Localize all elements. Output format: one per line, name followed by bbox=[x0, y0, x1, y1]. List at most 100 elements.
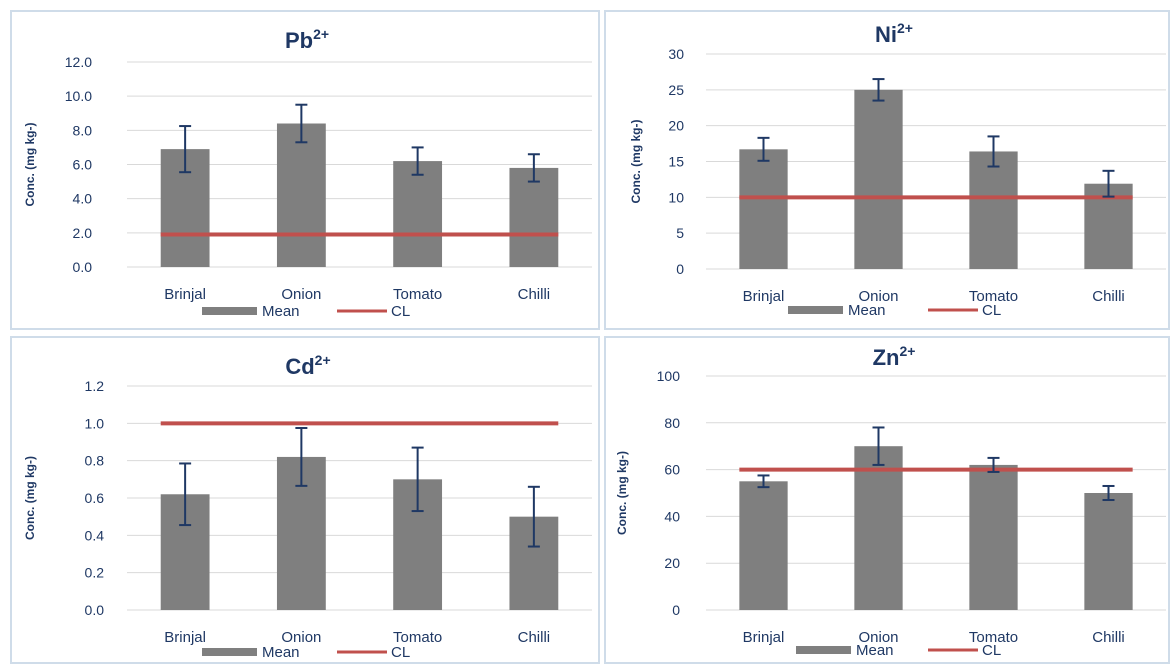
chart-title-superscript: 2+ bbox=[899, 343, 915, 359]
chart-title: Ni2+ bbox=[875, 20, 913, 47]
y-tick-label: 0.6 bbox=[85, 490, 105, 506]
error-bar-tomato bbox=[987, 456, 1000, 473]
x-category-label: Tomato bbox=[969, 288, 1018, 305]
chart-panel-cd: Cd2+ 0.0 0.2 0.4 0.6 0.8 1.0 1.2 Conc. (mg kg-) B… bbox=[10, 336, 600, 664]
y-tick-label: 100 bbox=[657, 368, 681, 384]
y-tick-label: 20 bbox=[668, 118, 684, 134]
y-axis-title: Conc. (mg kg-) bbox=[615, 451, 629, 535]
x-category-label: Tomato bbox=[969, 629, 1018, 646]
chart-title-text: Zn bbox=[873, 345, 900, 370]
legend-label-mean: Mean bbox=[262, 303, 300, 320]
y-axis-title: Conc. (mg kg-) bbox=[23, 456, 37, 540]
error-bar-onion bbox=[295, 427, 308, 487]
chart-title: Pb2+ bbox=[285, 26, 329, 53]
bar-brinjal bbox=[739, 149, 788, 269]
x-category-label: Onion bbox=[858, 288, 898, 305]
error-bar-brinjal bbox=[179, 462, 192, 527]
y-tick-label: 10 bbox=[668, 189, 684, 205]
legend-swatch-mean bbox=[202, 307, 257, 315]
y-tick-label: 8.0 bbox=[73, 122, 93, 138]
x-category-label: Onion bbox=[858, 629, 898, 646]
bar-tomato bbox=[969, 151, 1018, 269]
y-tick-label: 0.8 bbox=[85, 453, 105, 469]
legend-label-cl: CL bbox=[391, 644, 410, 661]
error-bar-chilli bbox=[527, 153, 540, 183]
legend-label-mean: Mean bbox=[856, 642, 894, 659]
y-tick-label: 10.0 bbox=[65, 88, 92, 104]
chart-title-superscript: 2+ bbox=[313, 26, 329, 42]
x-category-label: Onion bbox=[281, 286, 321, 303]
y-tick-label: 6.0 bbox=[73, 157, 93, 173]
error-bar-onion bbox=[295, 103, 308, 144]
legend-label-cl: CL bbox=[982, 302, 1001, 319]
chart-ni: Ni2+ 0 5 10 15 20 25 30 Conc. (mg kg-) Brinjal Oni… bbox=[629, 20, 1166, 319]
y-tick-label: 2.0 bbox=[73, 225, 93, 241]
y-tick-label: 40 bbox=[664, 508, 680, 524]
x-category-label: Brinjal bbox=[743, 288, 785, 305]
legend-label-mean: Mean bbox=[848, 302, 886, 319]
y-tick-label: 0.0 bbox=[73, 259, 93, 275]
bar-onion bbox=[854, 446, 903, 610]
y-tick-label: 30 bbox=[668, 46, 684, 62]
legend-swatch-mean bbox=[202, 648, 257, 656]
x-category-label: Tomato bbox=[393, 286, 442, 303]
y-tick-label: 12.0 bbox=[65, 54, 92, 70]
chart-title-text: Pb bbox=[285, 28, 313, 53]
error-bar-onion bbox=[872, 78, 885, 102]
y-tick-label: 0 bbox=[672, 602, 680, 618]
error-bar-brinjal bbox=[757, 136, 770, 162]
x-category-label: Chilli bbox=[518, 629, 551, 646]
y-tick-label: 80 bbox=[664, 415, 680, 431]
bar-tomato bbox=[393, 161, 443, 267]
chart-panel-pb: Pb2+ 0.0 2.0 4.0 6.0 8.0 10.0 12.0 Conc. (mg kg-… bbox=[10, 10, 600, 330]
bar-onion bbox=[276, 123, 326, 267]
x-category-label: Chilli bbox=[1092, 629, 1125, 646]
y-tick-label: 0.0 bbox=[85, 602, 105, 618]
legend-label-mean: Mean bbox=[262, 644, 300, 661]
chart-title-superscript: 2+ bbox=[315, 352, 331, 368]
error-bar-chilli bbox=[527, 485, 540, 548]
y-tick-label: 1.0 bbox=[85, 415, 105, 431]
y-tick-label: 4.0 bbox=[73, 191, 93, 207]
error-bar-onion bbox=[872, 426, 885, 466]
chart-pb: Pb2+ 0.0 2.0 4.0 6.0 8.0 10.0 12.0 Conc. (mg kg-… bbox=[23, 26, 592, 320]
y-tick-label: 0 bbox=[676, 261, 684, 277]
y-tick-label: 5 bbox=[676, 225, 684, 241]
chart-panel-ni: Ni2+ 0 5 10 15 20 25 30 Conc. (mg kg-) Brinjal Oni… bbox=[604, 10, 1170, 330]
chart-title: Zn2+ bbox=[873, 343, 916, 370]
legend-swatch-mean bbox=[796, 646, 851, 654]
chart-title-text: Cd bbox=[285, 354, 314, 379]
x-category-label: Brinjal bbox=[164, 286, 206, 303]
error-bar-tomato bbox=[987, 135, 1000, 168]
x-category-label: Chilli bbox=[1092, 288, 1125, 305]
y-axis-title: Conc. (mg kg-) bbox=[629, 120, 643, 204]
y-tick-label: 0.4 bbox=[85, 527, 105, 543]
chart-title-text: Ni bbox=[875, 22, 897, 47]
x-category-label: Tomato bbox=[393, 629, 442, 646]
error-bar-brinjal bbox=[179, 125, 192, 174]
bar-brinjal bbox=[739, 481, 788, 610]
chart-zn: Zn2+ 0 20 40 60 80 100 Conc. (mg kg-) Brinjal Oni… bbox=[615, 343, 1166, 659]
y-tick-label: 20 bbox=[664, 555, 680, 571]
y-tick-label: 1.2 bbox=[85, 378, 105, 394]
legend-label-cl: CL bbox=[982, 642, 1001, 659]
error-bar-chilli bbox=[1102, 169, 1115, 198]
x-category-label: Chilli bbox=[518, 286, 551, 303]
y-tick-label: 15 bbox=[668, 154, 684, 170]
bar-tomato bbox=[969, 464, 1018, 610]
bar-chilli bbox=[509, 167, 559, 267]
error-bar-tomato bbox=[411, 146, 424, 176]
x-category-label: Brinjal bbox=[743, 629, 785, 646]
chart-title: Cd2+ bbox=[285, 352, 330, 379]
bar-chilli bbox=[1084, 493, 1133, 610]
y-tick-label: 60 bbox=[664, 462, 680, 478]
y-axis-title: Conc. (mg kg-) bbox=[23, 123, 37, 207]
legend-label-cl: CL bbox=[391, 303, 410, 320]
y-tick-label: 0.2 bbox=[85, 565, 105, 581]
error-bar-tomato bbox=[411, 446, 424, 513]
x-category-label: Brinjal bbox=[164, 629, 206, 646]
bar-onion bbox=[854, 89, 903, 269]
legend-swatch-mean bbox=[788, 306, 843, 314]
error-bar-chilli bbox=[1102, 484, 1115, 502]
y-tick-label: 25 bbox=[668, 82, 684, 98]
